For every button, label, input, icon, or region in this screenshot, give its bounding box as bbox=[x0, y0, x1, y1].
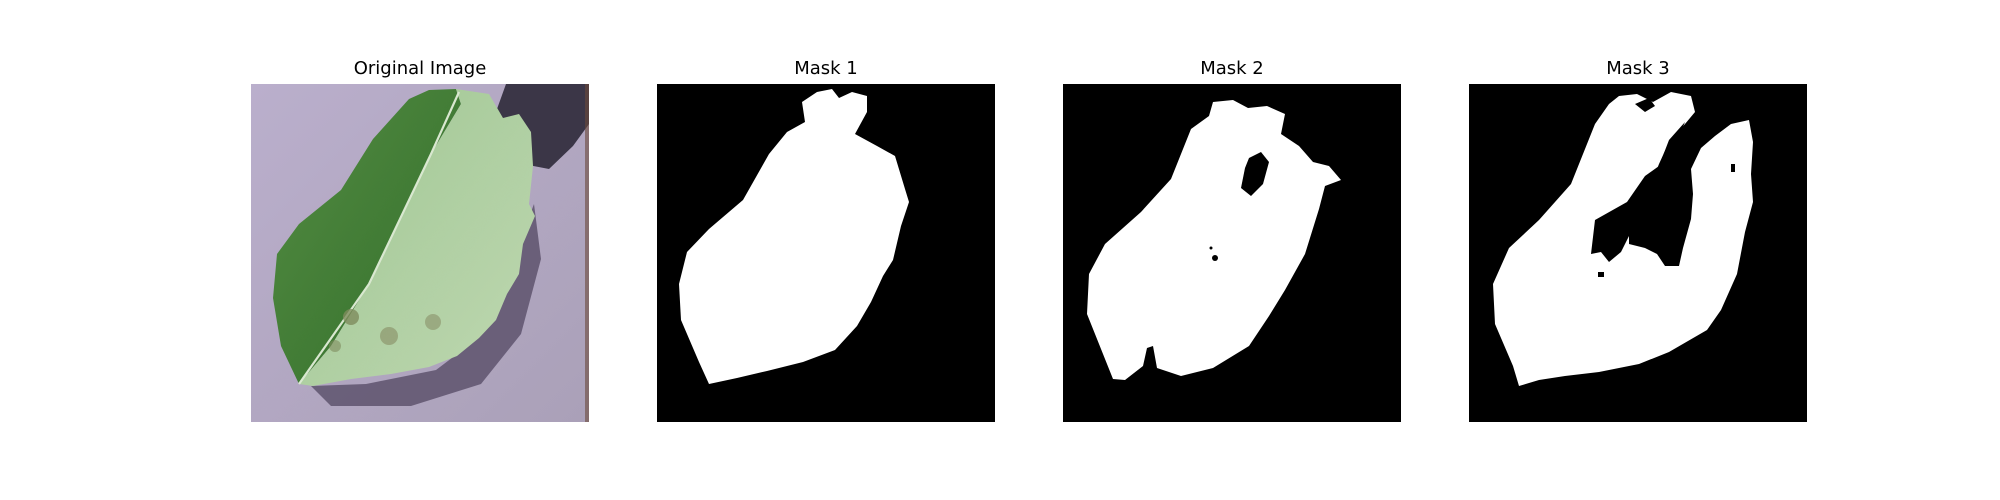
leaf-spot bbox=[329, 340, 341, 352]
mask-hole bbox=[1591, 122, 1685, 262]
panel-title-mask-3: Mask 3 bbox=[1606, 58, 1670, 79]
mask-hole bbox=[1209, 246, 1213, 250]
leaf-photo bbox=[251, 84, 589, 422]
panel-title-mask-1: Mask 1 bbox=[794, 58, 858, 79]
panel-title-original-image: Original Image bbox=[353, 58, 487, 79]
photo-edge bbox=[585, 84, 589, 422]
mask-region bbox=[679, 89, 909, 384]
mask-2-image bbox=[1063, 84, 1401, 422]
leaf-spot bbox=[343, 309, 359, 325]
mask-region bbox=[1087, 100, 1341, 380]
mask-3-image bbox=[1469, 84, 1807, 422]
mask-hole bbox=[1635, 98, 1655, 112]
mask-hole bbox=[1212, 255, 1218, 261]
leaf-dark-half bbox=[273, 89, 461, 384]
mask-1-image bbox=[657, 84, 995, 422]
leaf-spot bbox=[425, 314, 441, 330]
mask-1 bbox=[657, 84, 995, 422]
original-image bbox=[251, 84, 589, 422]
leaf-midrib bbox=[298, 91, 461, 385]
photo-grain bbox=[251, 84, 589, 422]
mask-hole bbox=[1731, 164, 1735, 172]
panel-title-mask-2: Mask 2 bbox=[1200, 58, 1264, 79]
mask-3 bbox=[1469, 84, 1807, 422]
leaf-drop-shadow bbox=[311, 204, 541, 406]
mask-hole bbox=[1241, 152, 1269, 196]
leaf-light-half bbox=[299, 89, 535, 386]
mask-hole bbox=[1598, 272, 1604, 277]
mask-2 bbox=[1063, 84, 1401, 422]
leaf-spot bbox=[380, 327, 398, 345]
